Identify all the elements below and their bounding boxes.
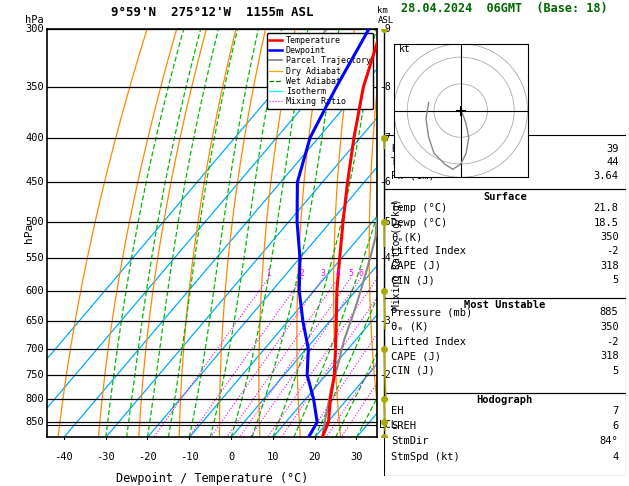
Text: 9°59'N  275°12'W  1155m ASL: 9°59'N 275°12'W 1155m ASL: [111, 6, 313, 19]
Text: Lifted Index: Lifted Index: [391, 246, 466, 257]
Text: 350: 350: [25, 82, 44, 92]
Text: 850: 850: [25, 417, 44, 427]
Text: PW (cm): PW (cm): [391, 171, 435, 181]
Text: Dewpoint / Temperature (°C): Dewpoint / Temperature (°C): [116, 472, 308, 485]
Text: CIN (J): CIN (J): [391, 366, 435, 376]
Text: CAPE (J): CAPE (J): [391, 261, 441, 271]
Text: 25: 25: [443, 269, 452, 278]
Text: Lifted Index: Lifted Index: [391, 337, 466, 347]
Text: 318: 318: [600, 261, 618, 271]
Text: 885: 885: [600, 307, 618, 317]
Bar: [384, 393, 626, 476]
Text: kt: kt: [399, 44, 411, 54]
Text: Pressure (mb): Pressure (mb): [391, 307, 472, 317]
Text: 28.04.2024  06GMT  (Base: 18): 28.04.2024 06GMT (Base: 18): [401, 2, 608, 15]
Text: 550: 550: [25, 253, 44, 263]
Text: 2: 2: [300, 269, 304, 278]
Text: Hodograph: Hodograph: [477, 395, 533, 405]
Text: 350: 350: [600, 322, 618, 332]
Text: 750: 750: [25, 370, 44, 380]
Text: -8: -8: [379, 82, 391, 92]
Text: 20: 20: [428, 269, 438, 278]
Text: 44: 44: [606, 157, 618, 167]
Text: LCL: LCL: [379, 420, 397, 430]
Text: 6: 6: [359, 269, 364, 278]
Text: 3: 3: [321, 269, 326, 278]
Text: 350: 350: [600, 232, 618, 242]
Text: 15: 15: [410, 269, 420, 278]
Text: -9: -9: [379, 24, 391, 34]
Text: 5: 5: [613, 276, 618, 285]
Text: θₑ (K): θₑ (K): [391, 322, 428, 332]
Text: CIN (J): CIN (J): [391, 276, 435, 285]
Text: 8: 8: [375, 269, 380, 278]
Bar: [384, 189, 626, 298]
Text: 600: 600: [25, 286, 44, 296]
Text: 5: 5: [348, 269, 353, 278]
Text: Surface: Surface: [483, 191, 526, 202]
Text: Dewp (°C): Dewp (°C): [391, 218, 447, 227]
Legend: Temperature, Dewpoint, Parcel Trajectory, Dry Adiabat, Wet Adiabat, Isotherm, Mi: Temperature, Dewpoint, Parcel Trajectory…: [267, 34, 373, 109]
Text: -40: -40: [55, 451, 73, 462]
Text: 700: 700: [25, 344, 44, 354]
Text: 4: 4: [613, 451, 618, 462]
Text: -10: -10: [180, 451, 199, 462]
Bar: [384, 298, 626, 393]
Text: Temp (°C): Temp (°C): [391, 203, 447, 213]
Text: -7: -7: [379, 133, 391, 143]
Text: 21.8: 21.8: [594, 203, 618, 213]
Text: 1: 1: [266, 269, 271, 278]
Text: Most Unstable: Most Unstable: [464, 300, 545, 310]
Text: 800: 800: [25, 394, 44, 404]
Text: -4: -4: [379, 253, 391, 263]
Text: -5: -5: [379, 217, 391, 227]
Text: 500: 500: [25, 217, 44, 227]
Text: 400: 400: [25, 133, 44, 143]
Text: km
ASL: km ASL: [377, 6, 394, 25]
Text: K: K: [391, 143, 397, 154]
Text: -6: -6: [379, 177, 391, 187]
Text: -2: -2: [379, 370, 391, 380]
Text: Mixing Ratio (g/kg): Mixing Ratio (g/kg): [392, 198, 402, 310]
Text: 4: 4: [336, 269, 341, 278]
Text: 0: 0: [228, 451, 234, 462]
Text: -30: -30: [96, 451, 115, 462]
Text: 450: 450: [25, 177, 44, 187]
Text: -2: -2: [606, 337, 618, 347]
Text: Totals Totals: Totals Totals: [391, 157, 472, 167]
Bar: [384, 135, 626, 189]
Text: 300: 300: [25, 24, 44, 34]
Text: StmDir: StmDir: [391, 436, 428, 446]
Text: 84°: 84°: [600, 436, 618, 446]
Text: 39: 39: [606, 143, 618, 154]
Text: 5: 5: [613, 366, 618, 376]
Text: StmSpd (kt): StmSpd (kt): [391, 451, 460, 462]
Text: 18.5: 18.5: [594, 218, 618, 227]
Text: hPa: hPa: [24, 223, 34, 243]
Text: 10: 10: [267, 451, 279, 462]
Text: θₑ(K): θₑ(K): [391, 232, 422, 242]
Text: SREH: SREH: [391, 421, 416, 431]
Text: 30: 30: [350, 451, 363, 462]
Text: 20: 20: [308, 451, 321, 462]
Text: 6: 6: [613, 421, 618, 431]
Text: 318: 318: [600, 351, 618, 361]
Text: -3: -3: [379, 316, 391, 326]
Text: hPa: hPa: [25, 15, 44, 25]
Text: 10: 10: [386, 269, 395, 278]
Text: 650: 650: [25, 316, 44, 326]
Text: -20: -20: [138, 451, 157, 462]
Text: 7: 7: [613, 406, 618, 416]
Text: CAPE (J): CAPE (J): [391, 351, 441, 361]
Text: -2: -2: [606, 246, 618, 257]
Text: EH: EH: [391, 406, 403, 416]
Text: 3.64: 3.64: [594, 171, 618, 181]
